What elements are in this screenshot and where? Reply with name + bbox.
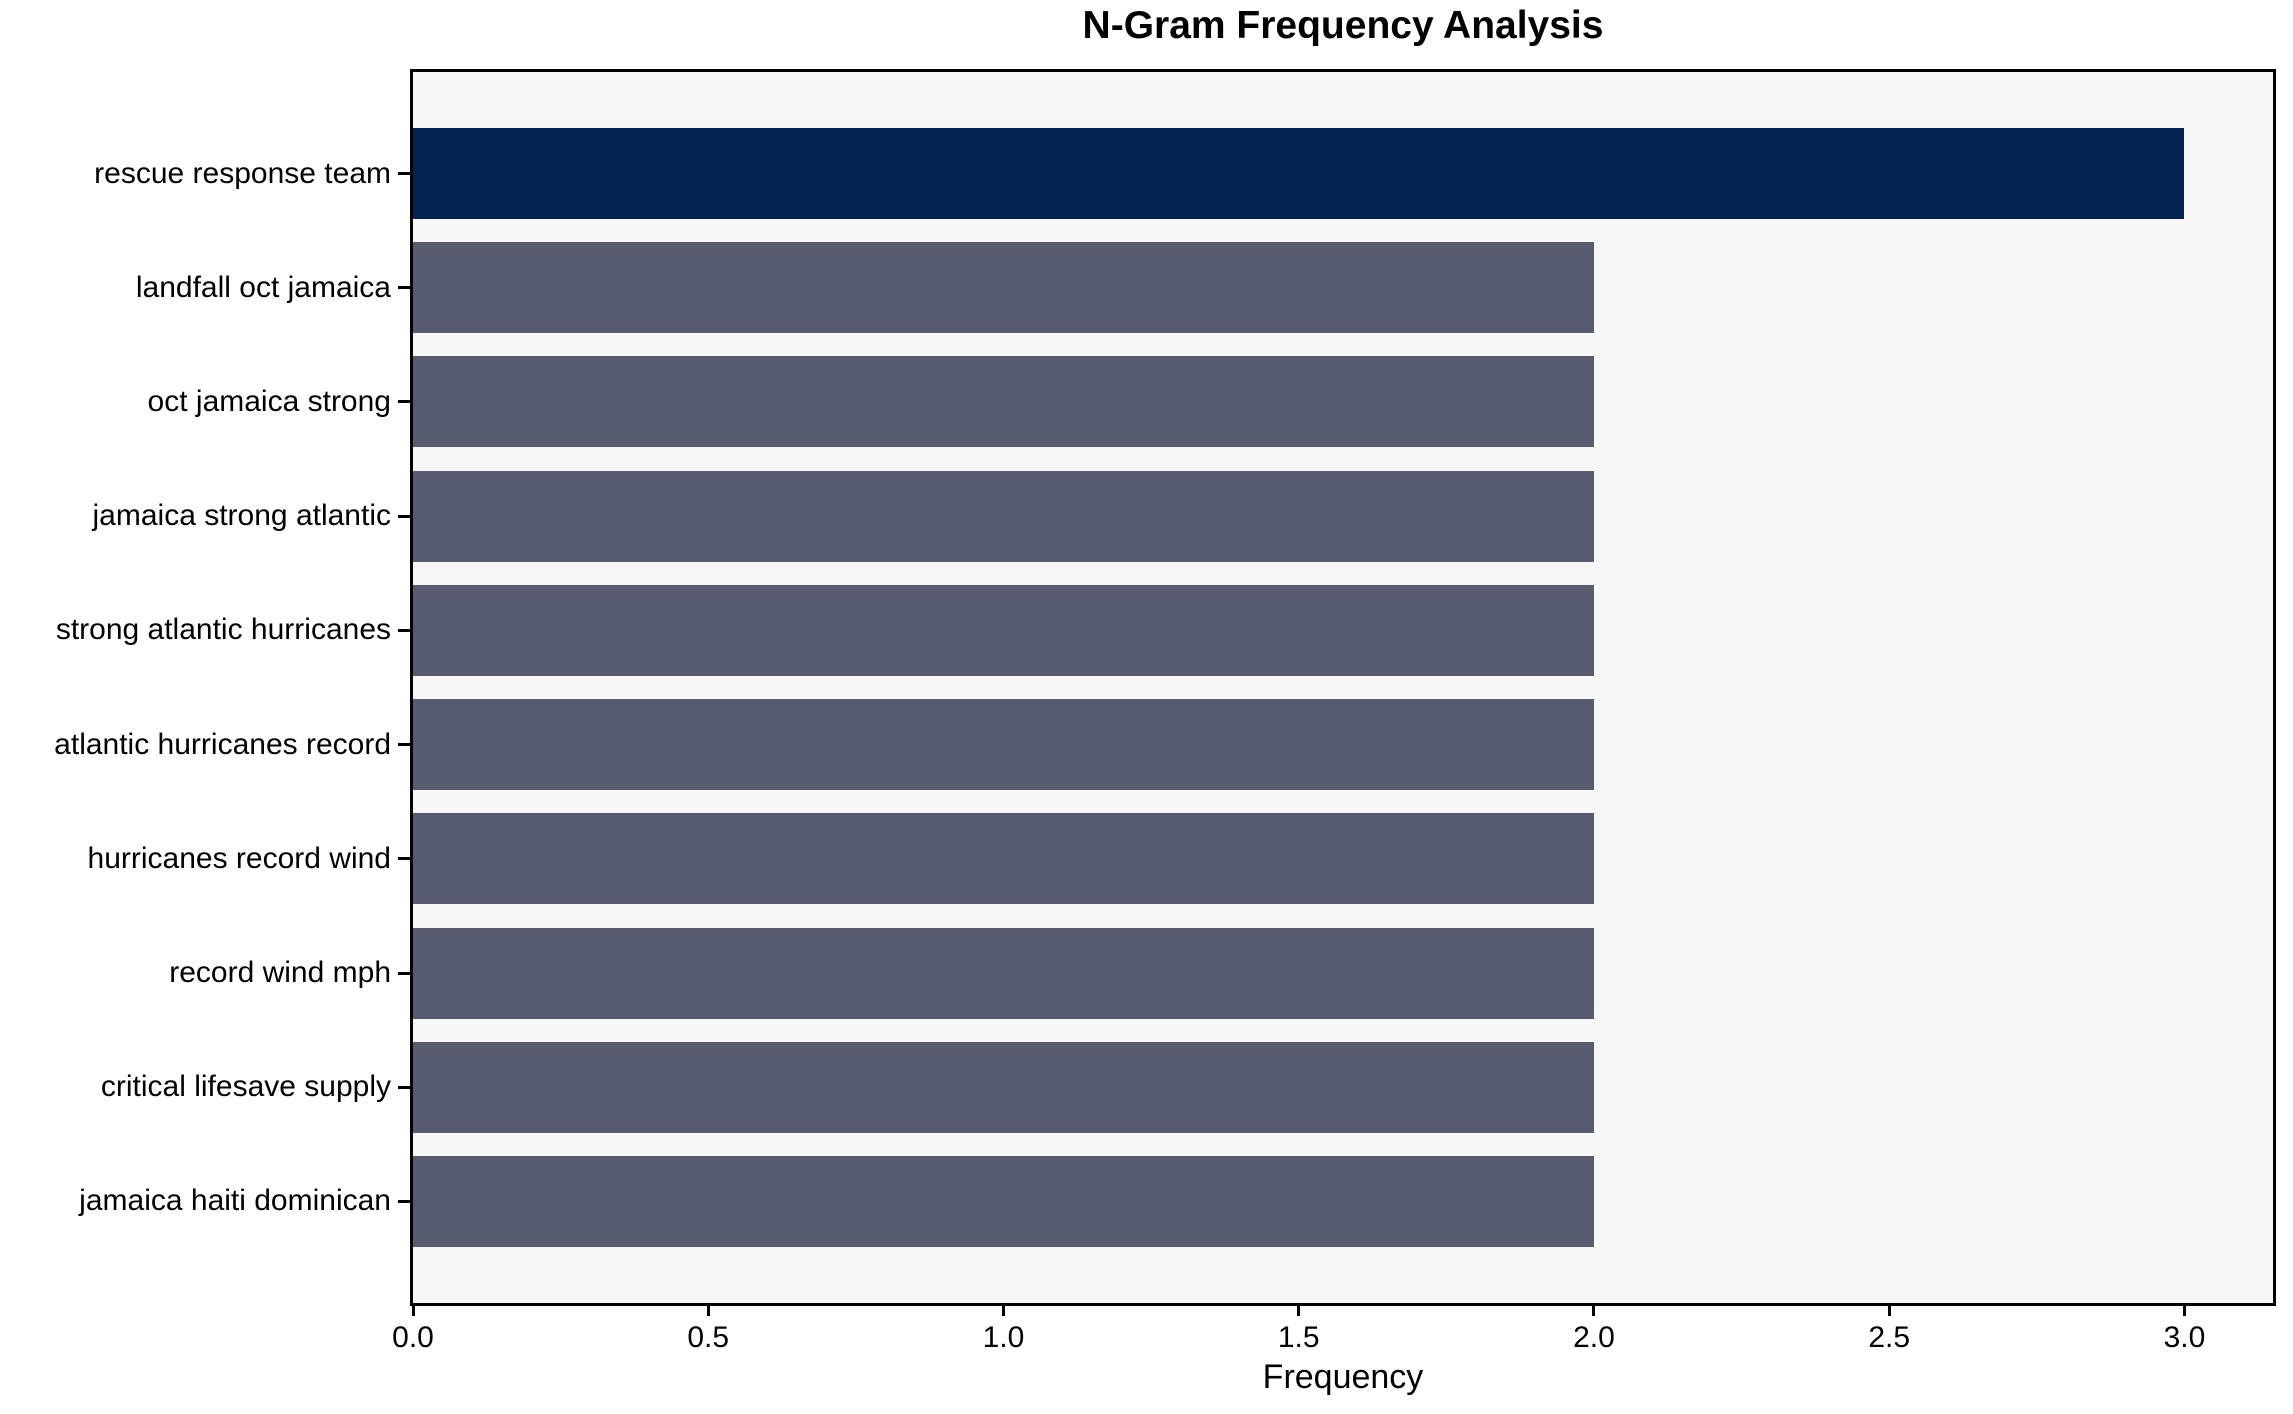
y-tick-mark [398, 857, 410, 861]
y-tick-mark [398, 971, 410, 975]
chart-title: N-Gram Frequency Analysis [1082, 4, 1604, 47]
bar-hurricanes-record-wind [413, 813, 1594, 905]
x-axis-label: Frequency [1262, 1358, 1424, 1396]
y-tick-label-oct-jamaica-strong: oct jamaica strong [147, 384, 391, 418]
x-tick-mark [1297, 1306, 1301, 1316]
x-tick-label-1.5: 1.5 [1277, 1321, 1320, 1354]
y-tick-mark [398, 1085, 410, 1089]
x-tick-mark [1001, 1306, 1005, 1316]
x-tick-mark [411, 1306, 415, 1316]
bar-jamaica-haiti-dominican [413, 1155, 1594, 1247]
y-tick-label-atlantic-hurricanes-record: atlantic hurricanes record [54, 727, 391, 761]
x-tick-mark [1887, 1306, 1891, 1316]
y-tick-label-jamaica-strong-atlantic: jamaica strong atlantic [92, 499, 391, 533]
y-tick-mark [398, 172, 410, 175]
bar-landfall-oct-jamaica [413, 242, 1594, 334]
y-tick-mark [398, 514, 410, 518]
bar-oct-jamaica-strong [413, 356, 1594, 448]
y-tick-mark [398, 743, 410, 747]
x-tick-label-0.5: 0.5 [687, 1321, 730, 1354]
y-tick-label-hurricanes-record-wind: hurricanes record wind [87, 841, 391, 875]
y-tick-label-critical-lifesave-supply: critical lifesave supply [100, 1070, 391, 1104]
bar-jamaica-strong-atlantic [413, 470, 1594, 562]
plot-area [410, 69, 2276, 1306]
y-tick-label-strong-atlantic-hurricanes: strong atlantic hurricanes [55, 613, 391, 647]
y-tick-mark [398, 628, 410, 632]
x-tick-label-2.5: 2.5 [1868, 1321, 1911, 1354]
x-tick-label-3.0: 3.0 [2163, 1321, 2206, 1354]
bar-strong-atlantic-hurricanes [413, 584, 1594, 676]
y-tick-mark [398, 1199, 410, 1203]
y-tick-mark [398, 286, 410, 290]
y-tick-label-rescue-response-team: rescue response team [94, 156, 391, 190]
y-tick-mark [398, 400, 410, 404]
x-tick-label-2.0: 2.0 [1573, 1321, 1615, 1354]
bar-rescue-response-team [413, 128, 2185, 219]
x-tick-mark [1592, 1306, 1596, 1316]
y-tick-label-record-wind-mph: record wind mph [169, 956, 391, 990]
bar-critical-lifesave-supply [413, 1041, 1594, 1133]
x-tick-mark [2182, 1306, 2186, 1316]
y-tick-label-jamaica-haiti-dominican: jamaica haiti dominican [79, 1184, 391, 1218]
y-tick-label-landfall-oct-jamaica: landfall oct jamaica [135, 270, 391, 304]
bar-atlantic-hurricanes-record [413, 699, 1594, 791]
x-tick-mark [706, 1306, 710, 1316]
x-tick-label-0.0: 0.0 [392, 1321, 434, 1354]
x-tick-label-1.0: 1.0 [982, 1321, 1025, 1354]
bar-record-wind-mph [413, 927, 1594, 1019]
